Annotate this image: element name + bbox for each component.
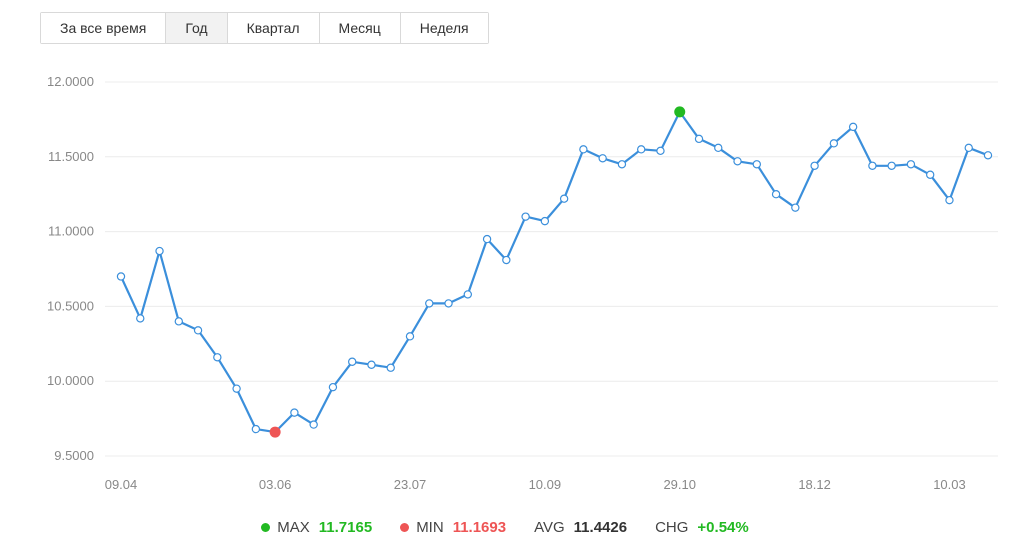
data-point (964, 143, 973, 153)
data-point (829, 139, 839, 148)
tab-2[interactable]: Квартал (227, 13, 320, 43)
y-tick-label: 9.5000 (54, 448, 94, 463)
data-point (559, 194, 569, 203)
stat-max: MAX 11.7165 (261, 519, 372, 536)
data-point (386, 363, 395, 372)
y-tick-label: 10.0000 (47, 373, 94, 388)
x-tick-label: 29.10 (663, 477, 696, 492)
max-dot-icon (261, 523, 271, 532)
chg-label: CHG (655, 519, 689, 536)
data-point (193, 326, 203, 335)
data-point (540, 216, 550, 226)
min-dot-icon (400, 523, 410, 532)
x-tick-label: 10.09 (529, 477, 562, 492)
data-point (463, 290, 472, 299)
data-point (425, 299, 434, 308)
x-tick-label: 03.06 (259, 477, 292, 492)
chg-value: +0.54% (697, 519, 749, 536)
tab-4[interactable]: Неделя (400, 13, 488, 43)
max-value: 11.7165 (318, 519, 373, 536)
y-tick-label: 11.5000 (48, 149, 94, 164)
data-point (290, 408, 299, 417)
data-point (444, 299, 453, 308)
avg-value: 11.4426 (573, 519, 628, 536)
data-point (598, 154, 607, 163)
tab-3[interactable]: Месяц (319, 13, 401, 43)
data-point (579, 145, 588, 154)
data-point (405, 332, 415, 341)
avg-label: AVG (534, 519, 565, 536)
data-point (502, 255, 511, 265)
x-tick-label: 09.04 (105, 477, 138, 492)
data-point (617, 160, 627, 169)
data-point (116, 272, 126, 281)
data-point (482, 234, 492, 244)
tab-1[interactable]: Год (166, 13, 228, 43)
min-point (269, 426, 281, 438)
data-point (791, 203, 800, 212)
period-tabs: За все время Год Квартал Месяц Неделя (40, 12, 489, 44)
stat-chg: CHG +0.54% (655, 519, 749, 536)
data-point (887, 161, 896, 170)
y-tick-label: 12.0000 (47, 74, 94, 89)
data-point (906, 160, 916, 169)
data-point (232, 384, 241, 393)
stat-min: MIN 11.1693 (400, 519, 506, 536)
data-point (868, 161, 877, 170)
data-point (926, 170, 935, 179)
min-value: 11.1693 (452, 519, 507, 536)
x-tick-label: 18.12 (798, 477, 831, 492)
data-point (637, 145, 646, 154)
series-line (120, 110, 989, 434)
y-tick-label: 11.0000 (48, 224, 94, 239)
data-point (309, 420, 318, 429)
tab-0[interactable]: За все время (41, 13, 167, 43)
data-point (983, 151, 993, 160)
data-point (810, 161, 819, 170)
data-point (771, 189, 781, 199)
x-tick-label: 10.03 (933, 477, 966, 492)
data-point (656, 146, 665, 156)
y-tick-label: 10.5000 (47, 298, 94, 313)
data-point (328, 382, 338, 392)
data-point (733, 157, 742, 166)
data-point (213, 353, 222, 362)
data-point (251, 424, 261, 434)
data-point (521, 212, 530, 221)
data-point (694, 134, 704, 144)
data-point (714, 143, 723, 153)
data-point (155, 246, 164, 256)
min-label: MIN (416, 519, 444, 536)
stats-bar: MAX 11.7165 MIN 11.1693 AVG 11.4426 CHG … (0, 519, 1010, 536)
data-point (174, 317, 183, 326)
data-point (348, 357, 357, 366)
max-point (674, 106, 686, 118)
max-label: MAX (277, 519, 310, 536)
data-point (136, 314, 145, 323)
stat-avg: AVG 11.4426 (534, 519, 627, 536)
data-point (848, 122, 858, 132)
x-tick-label: 23.07 (394, 477, 427, 492)
data-point (367, 360, 376, 369)
price-chart: 12.0000 11.5000 11.0000 10.5000 10.0000 9.500… (47, 74, 998, 492)
data-point (945, 195, 954, 205)
data-point (752, 160, 762, 169)
